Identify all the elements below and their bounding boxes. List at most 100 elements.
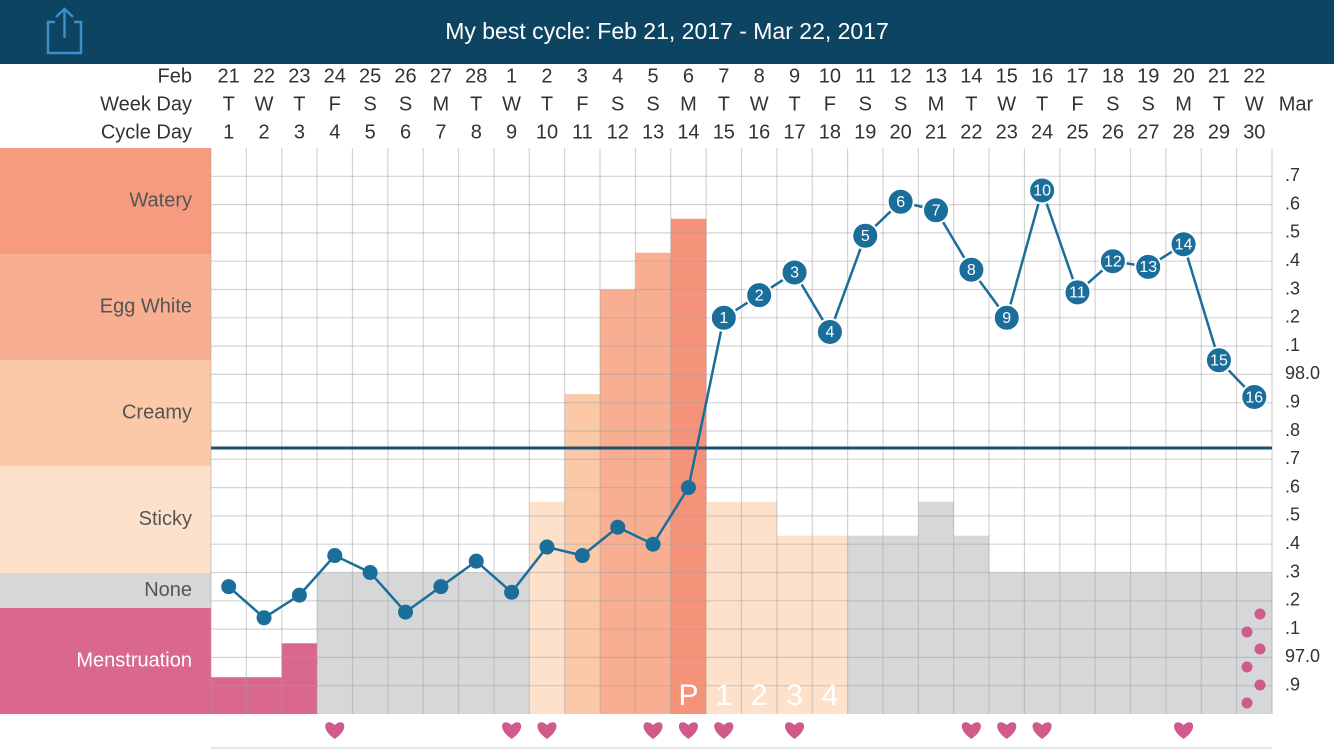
weekdays-label: T [965,93,977,115]
fluid-bar [741,501,778,714]
weekdays-label: T [293,93,305,115]
temperature-point [291,587,307,603]
temperature-point [992,303,1021,332]
temperature-point [539,539,555,555]
point-number: 10 [1033,183,1051,200]
fluid-band [0,466,211,573]
dot [1254,643,1266,655]
temperature-point [468,553,484,569]
fluid-bar [1201,572,1237,714]
temperature-point [574,548,590,564]
cycle-days-label: 21 [925,121,947,143]
weekdays-label: T [541,93,553,115]
weekdays-label: M [928,93,945,115]
temperature-point [1169,230,1198,259]
heart [784,722,805,739]
grid [210,148,1273,714]
fluid-type-label: Creamy [122,401,192,423]
dates-label: 22 [1243,65,1265,87]
temperature-point [922,196,951,225]
fluid-bar [281,643,318,714]
temperature-point [851,221,880,250]
weekdays-label: M [680,93,697,115]
fluid-type-label: None [144,579,192,601]
point-number: 13 [1139,259,1157,276]
cycle-days-label: 29 [1208,121,1230,143]
fluid-band [0,360,211,466]
share-button[interactable] [46,7,83,55]
temperature-point [221,579,237,595]
cycle-days-label: 1 [223,121,234,143]
dates-label: 18 [1102,65,1124,87]
temperature-point [398,604,414,620]
weekdays-label: F [1071,93,1083,115]
fluid-bar [1059,572,1096,714]
dates-label: 11 [855,65,876,87]
temperature-point [815,317,844,346]
fluid-type-label: Egg White [100,295,192,317]
cycle-days-label: 10 [536,121,558,143]
cycle-days-label: 4 [329,121,340,143]
cycle-days-label: 3 [294,121,305,143]
cycle-days-label: 7 [435,121,446,143]
y-tick-label: .9 [1285,674,1300,694]
next-month-label: Mar [1279,93,1314,115]
weekdays-label: W [502,93,521,115]
fluid-bar [882,535,919,714]
dates-label: 23 [288,65,310,87]
y-tick-label: .7 [1285,448,1300,468]
temperature-point [680,480,696,496]
heart [961,722,981,739]
dates-label: 1 [506,65,517,87]
peak-label: 4 [822,679,839,712]
cycle-days-label: 23 [996,121,1018,143]
point-number: 16 [1245,389,1263,406]
dates-label: 10 [819,65,841,87]
fluid-bar [317,572,353,714]
temperature-point [745,281,774,310]
cycle-days-label: 20 [890,121,912,143]
fluid-bar [211,677,247,714]
weekdays-label: T [788,93,800,115]
fluid-bar [635,252,672,714]
dot [1241,626,1253,638]
peak-label: 1 [715,679,732,712]
cycle-days-label: 9 [506,121,517,143]
temperature-point [1204,346,1233,375]
weekdays-label: W [750,93,769,115]
y-tick-label: .5 [1285,222,1300,242]
cycle-days-label: 18 [819,121,841,143]
fluid-bar [1095,572,1131,714]
dates-label: 13 [925,65,947,87]
temperature-point [709,303,738,332]
fluid-bar [918,501,954,714]
dot [1241,661,1253,673]
fluid-bar [1165,572,1202,714]
dates-label: 17 [1066,65,1088,87]
weekdays-label: S [611,93,624,115]
y-tick-label: .4 [1285,250,1300,270]
cycle-days-label: 13 [642,121,664,143]
weekdays-label: S [646,93,659,115]
fluid-bar [706,501,742,714]
point-number: 3 [790,265,799,282]
y-tick-label: .4 [1285,533,1300,553]
point-number: 7 [932,202,941,219]
point-number: 11 [1069,285,1086,302]
cycle-days-label: 17 [783,121,805,143]
fluid-band [0,148,211,254]
row-label: Feb [158,65,192,87]
fluid-bar [529,501,565,714]
weekdays-label: W [255,93,274,115]
fluid-type-label: Watery [129,189,192,211]
dates-label: 9 [789,65,800,87]
fluid-bar [776,535,813,714]
point-number: 1 [719,310,728,327]
point-number: 12 [1104,253,1122,270]
dates-label: 8 [754,65,765,87]
dates-label: 4 [612,65,623,87]
heart [1032,722,1052,739]
peak-label: 2 [751,679,768,712]
temperature-point [645,536,661,552]
